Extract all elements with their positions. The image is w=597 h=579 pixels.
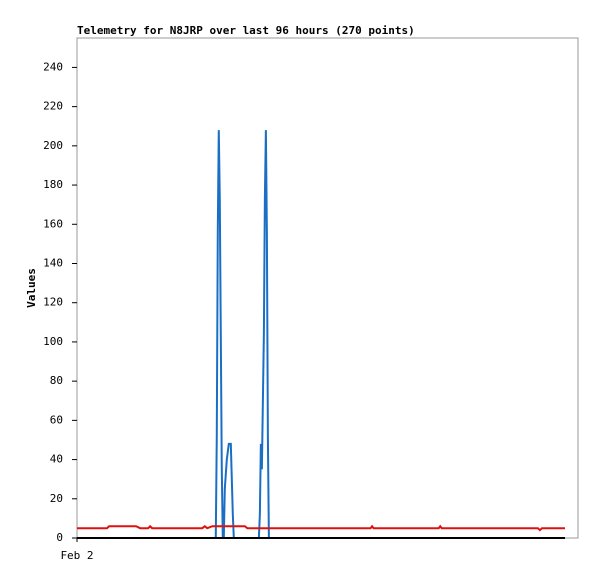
series-line xyxy=(77,130,565,539)
y-tick-label: 200 xyxy=(43,139,63,152)
series-line xyxy=(77,524,565,532)
y-tick-label: 220 xyxy=(43,100,63,113)
y-axis-label: Values xyxy=(25,268,38,308)
y-tick-label: 100 xyxy=(43,335,63,348)
x-tick-label: Feb 2 xyxy=(60,549,93,562)
y-tick-label: 20 xyxy=(50,492,63,505)
y-tick-label: 240 xyxy=(43,60,63,73)
chart-title: Telemetry for N8JRP over last 96 hours (… xyxy=(77,24,415,37)
y-tick-label: 120 xyxy=(43,296,63,309)
y-tick-label: 80 xyxy=(50,374,63,387)
y-tick-label: 160 xyxy=(43,217,63,230)
plot-frame xyxy=(76,37,579,539)
y-tick-label: 60 xyxy=(50,413,63,426)
y-tick-label: 0 xyxy=(56,531,63,544)
y-tick-label: 140 xyxy=(43,256,63,269)
y-tick-label: 180 xyxy=(43,178,63,191)
y-tick-label: 40 xyxy=(50,453,63,466)
